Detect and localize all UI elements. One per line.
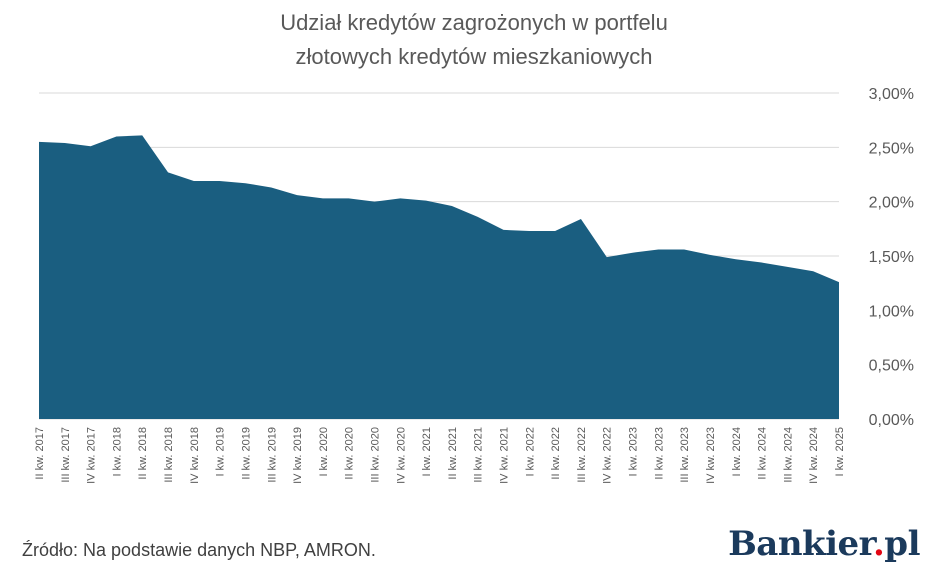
x-tick-label: IV kw. 2019 (292, 427, 304, 484)
x-tick-label: III kw. 2022 (576, 427, 588, 483)
x-tick-label: III kw. 2019 (266, 427, 278, 483)
x-tick-label: I kw. 2022 (524, 427, 536, 477)
chart-title: Udział kredytów zagrożonych w portfelu z… (0, 6, 948, 74)
source-note: Źródło: Na podstawie danych NBP, AMRON. (22, 540, 376, 560)
x-tick-label: II kw. 2023 (653, 427, 665, 480)
x-tick-label: II kw. 2024 (757, 427, 769, 480)
x-tick-label: III kw. 2017 (60, 427, 72, 483)
x-tick-label: III kw. 2020 (369, 427, 381, 483)
x-tick-label: I kw. 2020 (318, 427, 330, 477)
y-tick-label: 2,00% (869, 195, 914, 212)
area-fill (39, 135, 839, 419)
x-tick-label: II kw. 2020 (344, 427, 356, 480)
brand-dot: . (872, 524, 885, 564)
x-tick-label: IV kw. 2018 (189, 427, 201, 484)
x-tick-label: IV kw. 2024 (808, 427, 820, 484)
brand-name: Bankier (728, 524, 873, 564)
y-tick-label: 3,00% (869, 86, 914, 103)
x-tick-label: IV kw. 2020 (395, 427, 407, 484)
x-tick-label: III kw. 2023 (679, 427, 691, 483)
chart-title-line-2: złotowych kredytów mieszkaniowych (295, 44, 653, 69)
x-tick-label: I kw. 2021 (421, 427, 433, 477)
y-tick-label: 1,00% (869, 303, 914, 320)
x-tick-label: IV kw. 2017 (86, 427, 98, 484)
x-tick-label: IV kw. 2022 (602, 427, 614, 484)
x-tick-label: I kw. 2019 (215, 427, 227, 477)
x-tick-label: II kw. 2017 (34, 427, 46, 480)
x-tick-label: III kw. 2021 (473, 427, 485, 483)
x-tick-label: III kw. 2018 (163, 427, 175, 483)
x-tick-label: I kw. 2024 (731, 427, 743, 477)
x-tick-label: IV kw. 2021 (499, 427, 511, 484)
y-axis-ticks: 0,00% 0,50% 1,00% 1,50% 2,00% 2,50% 3,00% (869, 86, 914, 429)
y-tick-label: 2,50% (869, 140, 914, 157)
y-tick-label: 0,00% (869, 412, 914, 429)
area-series (39, 135, 839, 419)
brand-suffix: pl (884, 524, 920, 564)
x-tick-label: I kw. 2025 (834, 427, 846, 477)
x-tick-label: I kw. 2023 (628, 427, 640, 477)
chart-title-line-1: Udział kredytów zagrożonych w portfelu (280, 10, 668, 35)
x-tick-label: IV kw. 2023 (705, 427, 717, 484)
x-tick-label: II kw. 2018 (137, 427, 149, 480)
x-tick-label: II kw. 2019 (240, 427, 252, 480)
x-tick-label: III kw. 2024 (782, 427, 794, 483)
x-axis-ticks: II kw. 2017 III kw. 2017 IV kw. 2017 I kw. … (34, 427, 846, 484)
x-tick-label: II kw. 2021 (447, 427, 459, 480)
bankier-logo: Bankier.pl (728, 524, 920, 564)
x-tick-label: I kw. 2018 (111, 427, 123, 477)
y-tick-label: 0,50% (869, 358, 914, 375)
x-tick-label: II kw. 2022 (550, 427, 562, 480)
y-tick-label: 1,50% (869, 249, 914, 266)
